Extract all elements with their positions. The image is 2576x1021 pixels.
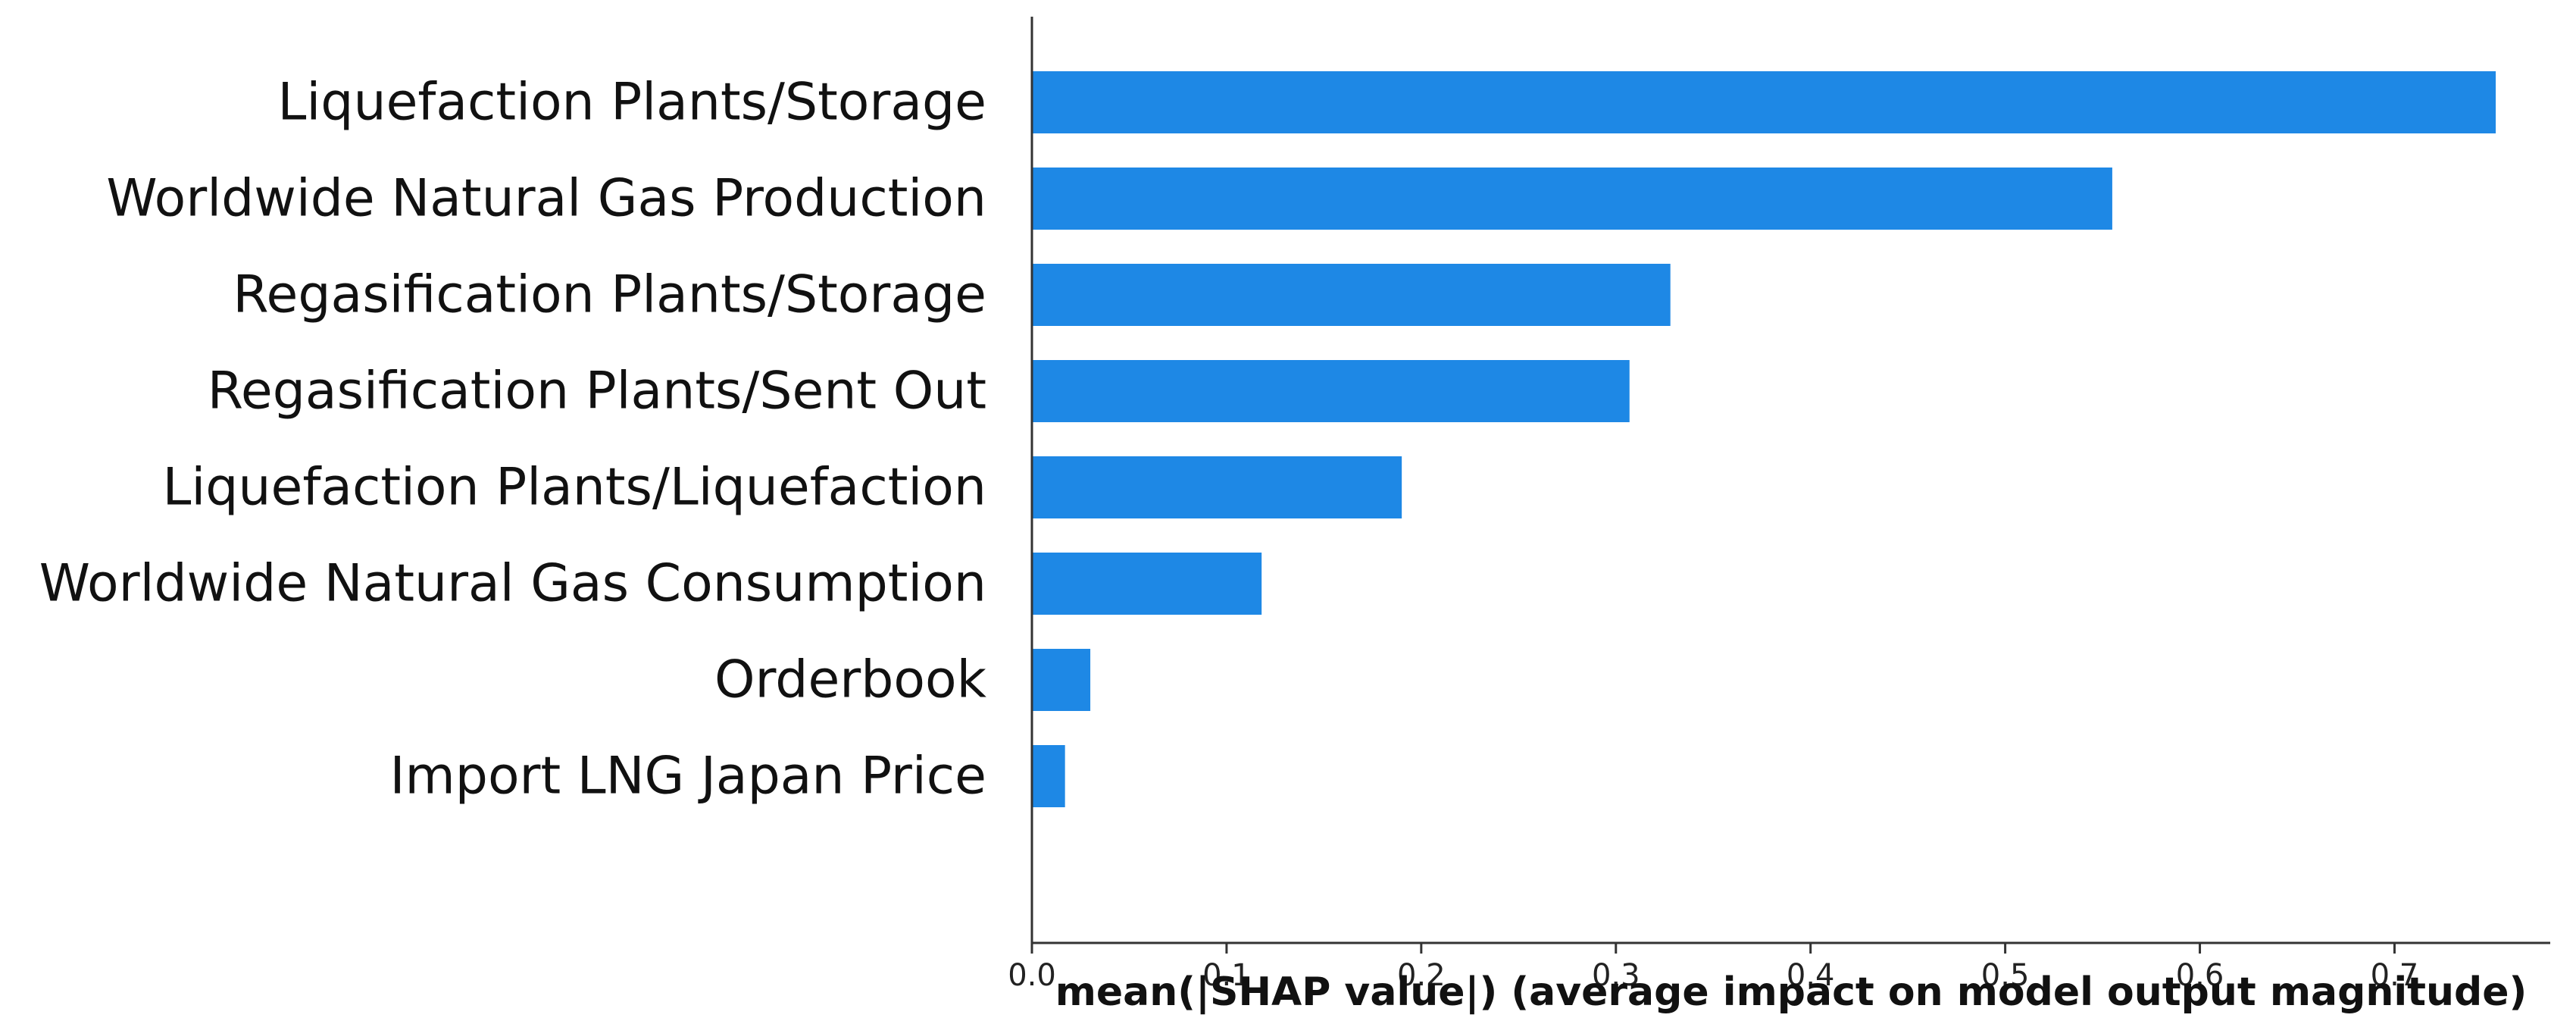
bar-8 bbox=[1032, 745, 1065, 807]
x-tick-label: 0.1 bbox=[1202, 958, 1251, 993]
category-label: Regasification Plants/Sent Out bbox=[208, 362, 986, 421]
x-axis-title: mean(|SHAP value|) (average impact on mo… bbox=[1055, 969, 2528, 1015]
bar-2 bbox=[1032, 168, 2112, 230]
x-tick-label: 0.7 bbox=[2371, 958, 2419, 993]
bar-7 bbox=[1032, 649, 1091, 711]
x-tick-label: 0.4 bbox=[1787, 958, 1835, 993]
bar-6 bbox=[1032, 553, 1262, 615]
x-axis-ticks: 0.0 0.1 0.2 0.3 0.4 0.5 0.6 0.7 bbox=[1008, 943, 2418, 993]
bars-layer bbox=[1032, 71, 2496, 807]
category-label: Worldwide Natural Gas Production bbox=[106, 169, 986, 229]
x-tick-label: 0.3 bbox=[1592, 958, 1640, 993]
x-tick-label: 0.5 bbox=[1981, 958, 2030, 993]
category-label: Liquefaction Plants/Storage bbox=[278, 73, 986, 133]
category-label: Regasification Plants/Storage bbox=[233, 265, 986, 325]
x-tick-label: 0.6 bbox=[2176, 958, 2224, 993]
category-label: Orderbook bbox=[714, 650, 987, 710]
x-tick-label: 0.0 bbox=[1008, 958, 1056, 993]
bar-5 bbox=[1032, 456, 1402, 518]
bar-1 bbox=[1032, 71, 2496, 133]
bar-3 bbox=[1032, 264, 1671, 326]
bar-4 bbox=[1032, 360, 1630, 422]
axes bbox=[1030, 17, 2550, 944]
category-labels: Liquefaction Plants/Storage Worldwide Nat… bbox=[39, 73, 987, 806]
category-label: Liquefaction Plants/Liquefaction bbox=[162, 458, 986, 518]
category-label: Worldwide Natural Gas Consumption bbox=[39, 554, 986, 614]
category-label: Import LNG Japan Price bbox=[389, 747, 986, 806]
x-tick-label: 0.2 bbox=[1397, 958, 1446, 993]
